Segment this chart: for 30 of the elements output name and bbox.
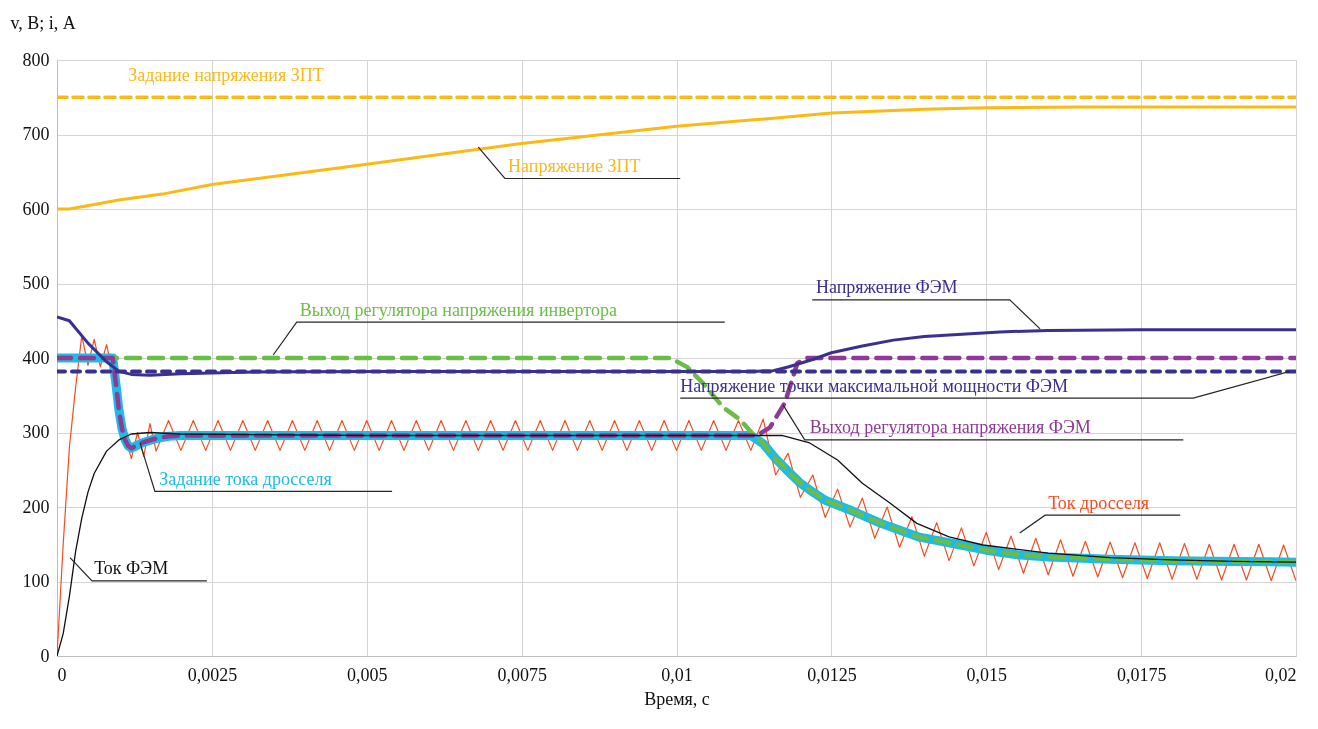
y-tick-label: 800 xyxy=(22,49,50,70)
y-tick-label: 0 xyxy=(40,645,50,666)
y-tick-label: 100 xyxy=(22,571,50,591)
series-label: Выход регулятора напряжения ФЭМ xyxy=(809,417,1091,438)
series-label: Ток дросселя xyxy=(1048,492,1150,513)
y-tick-label: 400 xyxy=(22,347,50,368)
y-tick-label: 200 xyxy=(22,496,50,517)
y-tick-label: 500 xyxy=(22,273,50,293)
x-tick-label: 0,0025 xyxy=(187,664,238,685)
series-label: Задание тока дросселя xyxy=(159,468,332,489)
x-tick-label: 0,015 xyxy=(966,664,1007,685)
text: Выход регулятора напряжения инвертора xyxy=(299,299,617,320)
series-label: Ток ФЭМ xyxy=(94,558,169,579)
x-tick-label: 0,005 xyxy=(347,664,388,685)
x-tick-label: 0 xyxy=(57,664,67,685)
y-tick-label: 700 xyxy=(22,124,50,144)
x-tick-label: 0,02 xyxy=(1265,664,1297,685)
y-tick-label: 300 xyxy=(22,422,50,442)
text: Напряжение ФЭМ xyxy=(815,277,958,298)
line-series xyxy=(57,105,1296,211)
x-tick-label: 0,0075 xyxy=(497,664,547,685)
series-label: Напряжение ЗПТ xyxy=(508,155,641,176)
line-series xyxy=(57,355,1296,451)
x-tick-label: 0,01 xyxy=(661,664,693,685)
x-tick-label: 0,0175 xyxy=(1116,664,1167,685)
x-tick-label: 0,0125 xyxy=(807,664,857,685)
y-axis-title: v, В; i, А xyxy=(10,12,76,33)
y-tick-label: 600 xyxy=(22,198,50,219)
series-label: Задание напряжения ЗПТ xyxy=(128,65,324,86)
x-axis-title: Время, с xyxy=(644,688,710,709)
